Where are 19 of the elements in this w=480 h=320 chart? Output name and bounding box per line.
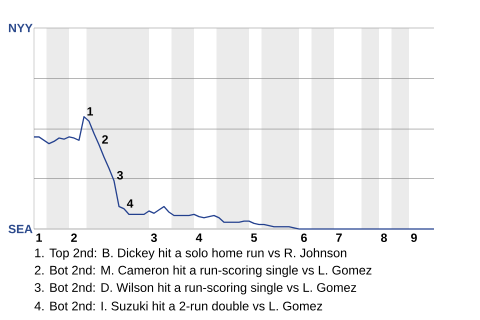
- text: 1. Top 2nd: B. Dickey hit a solo home run vs R. Johnson: [35, 248, 346, 260]
- x-tick-label: 7: [336, 234, 342, 242]
- x-tick-label: 3: [150, 234, 157, 242]
- x-tick-label: 8: [381, 234, 387, 242]
- x-tick-label: 1: [36, 234, 42, 242]
- annotation: 3: [116, 170, 123, 180]
- x-tick-label: 2: [71, 234, 77, 242]
- text: 4. Bot 2nd: I. Suzuki hit a 2-run double vs L. Gomez: [34, 301, 322, 310]
- x-tick-label: 6: [301, 234, 307, 242]
- x-tick-label: 5: [251, 234, 257, 242]
- ref-line-label: SEA: [8, 224, 32, 234]
- annotation: 4: [126, 199, 134, 208]
- annotation: 2: [102, 135, 108, 144]
- annotation: 1: [87, 107, 94, 116]
- ref-line-label: NYY: [8, 24, 33, 32]
- x-tick-label: 9: [411, 234, 417, 242]
- text: 3. Bot 2nd: D. Wilson hit a run-scoring single vs L. Gomez: [34, 282, 356, 294]
- text: 2. Bot 2nd: M. Cameron hit a run-scoring single vs L. Gomez: [34, 265, 372, 278]
- x-tick-label: 4: [196, 234, 202, 242]
